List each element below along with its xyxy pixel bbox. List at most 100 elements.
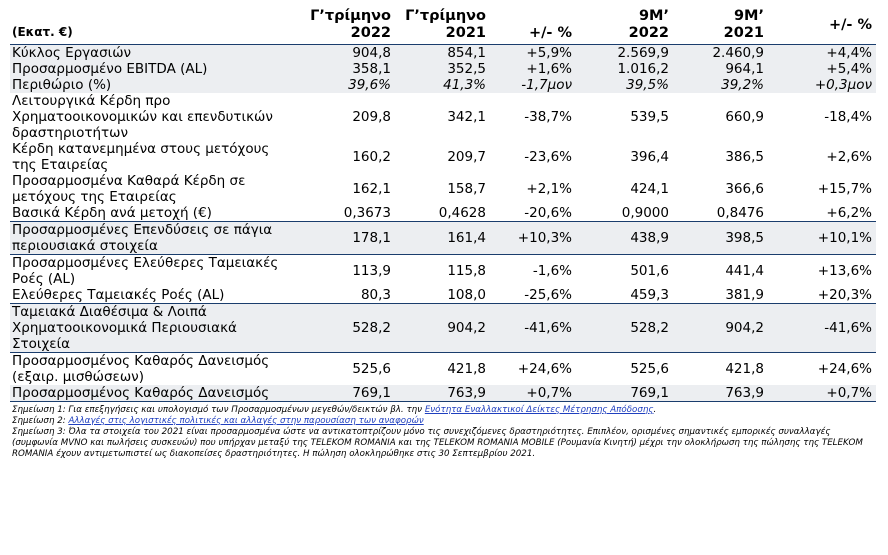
col-header-q3-2022: Γ’τρίμηνο 2022 <box>310 8 391 41</box>
cell-value: -25,6% <box>524 287 572 303</box>
col-header-q3-2021: Γ’τρίμηνο 2021 <box>405 8 486 41</box>
col-header-9m-2022: 9Μ’ 2022 <box>628 8 669 41</box>
cell-value: 161,4 <box>395 221 490 255</box>
cell-value: 421,8 <box>725 361 764 377</box>
cell-value: 41,3% <box>395 77 490 93</box>
table-row: Κέρδη κατανεμημένα στους μετόχους της Ετ… <box>10 141 876 173</box>
cell-value: +5,9% <box>490 44 576 61</box>
cell-value: 0,9000 <box>621 205 669 221</box>
cell-value: 1.016,2 <box>576 61 673 77</box>
table-body: Κύκλος Εργασιών 904,8 854,1 +5,9% 2.569,… <box>10 44 876 402</box>
cell-value: 769,1 <box>576 385 673 402</box>
cell-value: +20,3% <box>817 287 872 303</box>
col-header-9m-2021: 9Μ’ 2021 <box>723 8 764 41</box>
cell-value: 2.460,9 <box>673 44 768 61</box>
cell-value: +0,7% <box>768 385 876 402</box>
cell-value: 769,1 <box>300 385 395 402</box>
cell-value: 162,1 <box>352 181 391 197</box>
cell-value: 539,5 <box>630 109 669 125</box>
cell-value: 441,4 <box>725 263 764 279</box>
cell-value: 115,8 <box>447 263 486 279</box>
cell-value: +15,7% <box>817 181 872 197</box>
row-label: Περιθώριο (%) <box>10 77 300 93</box>
cell-value: 438,9 <box>576 221 673 255</box>
cell-value: 108,0 <box>447 287 486 303</box>
cell-value: 2.569,9 <box>576 44 673 61</box>
cell-value: +10,3% <box>490 221 576 255</box>
row-label: Ελεύθερες Ταμειακές Ροές (AL) <box>12 287 225 303</box>
cell-value: 501,6 <box>630 263 669 279</box>
footnotes: Σημείωση 1: Για επεξηγήσεις και υπολογισ… <box>10 405 876 460</box>
cell-value: +2,1% <box>526 181 572 197</box>
row-label: Προσαρμοσμένες Επενδύσεις σε πάγια περιο… <box>10 221 300 255</box>
accounting-changes-link[interactable]: Αλλαγές στις λογιστικές πολιτικές και αλ… <box>68 416 424 426</box>
cell-value: 528,2 <box>300 303 395 353</box>
cell-value: +5,4% <box>768 61 876 77</box>
cell-value: -41,6% <box>768 303 876 353</box>
table-row: Περιθώριο (%) 39,6% 41,3% -1,7μον 39,5% … <box>10 77 876 93</box>
table-header-row: (Εκατ. €) Γ’τρίμηνο 2022 Γ’τρίμηνο 2021 +/… <box>10 6 876 45</box>
cell-value: 352,5 <box>395 61 490 77</box>
cell-value: 525,6 <box>352 361 391 377</box>
cell-value: 39,2% <box>673 77 768 93</box>
cell-value: -20,6% <box>524 205 572 221</box>
table-row: Προσαρμοσμένο EBITDA (AL) 358,1 352,5 +1… <box>10 61 876 77</box>
cell-value: 424,1 <box>630 181 669 197</box>
cell-value: 0,4628 <box>438 205 486 221</box>
table-row: Λειτουργικά Κέρδη προ Χρηματοοικονομικών… <box>10 93 876 141</box>
cell-value: 904,8 <box>300 44 395 61</box>
cell-value: 904,2 <box>395 303 490 353</box>
cell-value: 525,6 <box>630 361 669 377</box>
cell-value: 421,8 <box>447 361 486 377</box>
row-label: Ταμειακά Διαθέσιμα & Λοιπά Χρηματοοικονο… <box>10 303 300 353</box>
cell-value: 342,1 <box>447 109 486 125</box>
cell-value: 396,4 <box>630 149 669 165</box>
row-label: Προσαρμοσμένος Καθαρός Δανεισμός (εξαιρ.… <box>12 353 270 385</box>
footnote-1: Σημείωση 1: Για επεξηγήσεις και υπολογισ… <box>12 405 657 415</box>
cell-value: +0,7% <box>490 385 576 402</box>
cell-value: +24,6% <box>817 361 872 377</box>
cell-value: +0,3μον <box>768 77 876 93</box>
col-header-change-9m: +/- % <box>828 16 872 33</box>
cell-value: 358,1 <box>300 61 395 77</box>
cell-value: +13,6% <box>817 263 872 279</box>
cell-value: 80,3 <box>360 287 391 303</box>
cell-value: 39,6% <box>300 77 395 93</box>
col-header-change-q3: +/- % <box>528 25 572 41</box>
apm-section-link[interactable]: Ενότητα Εναλλακτικοί Δείκτες Μέτρησης Απ… <box>424 405 654 415</box>
table-row: Βασικά Κέρδη ανά μετοχή (€) 0,3673 0,462… <box>10 205 876 222</box>
cell-value: 39,5% <box>576 77 673 93</box>
table-row: Προσαρμοσμένος Καθαρός Δανεισμός (εξαιρ.… <box>10 352 876 386</box>
table-row: Προσαρμοσμένες Ελεύθερες Ταμειακές Ροές … <box>10 254 876 288</box>
table-row: Προσαρμοσμένες Επενδύσεις σε πάγια περιο… <box>10 221 876 255</box>
cell-value: -38,7% <box>524 109 572 125</box>
cell-value: 209,7 <box>447 149 486 165</box>
footnote-2: Σημείωση 2: Αλλαγές στις λογιστικές πολι… <box>12 416 424 426</box>
cell-value: +2,6% <box>826 149 872 165</box>
footnote-3: Σημείωση 3: Όλα τα στοιχεία του 2021 είν… <box>12 427 863 459</box>
financial-table: (Εκατ. €) Γ’τρίμηνο 2022 Γ’τρίμηνο 2021 +/… <box>10 6 876 402</box>
row-label: Προσαρμοσμένο EBITDA (AL) <box>10 61 300 77</box>
table-row: Προσαρμοσμένος Καθαρός Δανεισμός 769,1 7… <box>10 385 876 402</box>
cell-value: 160,2 <box>352 149 391 165</box>
cell-value: 398,5 <box>673 221 768 255</box>
row-label: Προσαρμοσμένες Ελεύθερες Ταμειακές Ροές … <box>12 255 279 287</box>
row-label: Προσαρμοσμένα Καθαρά Κέρδη σε μετόχους τ… <box>12 173 246 205</box>
cell-value: 158,7 <box>447 181 486 197</box>
cell-value: 0,3673 <box>343 205 391 221</box>
cell-value: -41,6% <box>490 303 576 353</box>
unit-label: (Εκατ. €) <box>12 25 73 39</box>
row-label: Βασικά Κέρδη ανά μετοχή (€) <box>12 205 212 221</box>
cell-value: 660,9 <box>725 109 764 125</box>
row-label: Κέρδη κατανεμημένα στους μετόχους της Ετ… <box>12 141 270 173</box>
cell-value: 854,1 <box>395 44 490 61</box>
row-label: Κύκλος Εργασιών <box>10 44 300 61</box>
cell-value: 904,2 <box>673 303 768 353</box>
cell-value: 528,2 <box>576 303 673 353</box>
row-label: Προσαρμοσμένος Καθαρός Δανεισμός <box>10 385 300 402</box>
table-row: Ελεύθερες Ταμειακές Ροές (AL) 80,3 108,0… <box>10 287 876 304</box>
financial-summary: (Εκατ. €) Γ’τρίμηνο 2022 Γ’τρίμηνο 2021 +/… <box>10 6 876 460</box>
cell-value: 113,9 <box>352 263 391 279</box>
cell-value: +1,6% <box>490 61 576 77</box>
cell-value: 459,3 <box>630 287 669 303</box>
